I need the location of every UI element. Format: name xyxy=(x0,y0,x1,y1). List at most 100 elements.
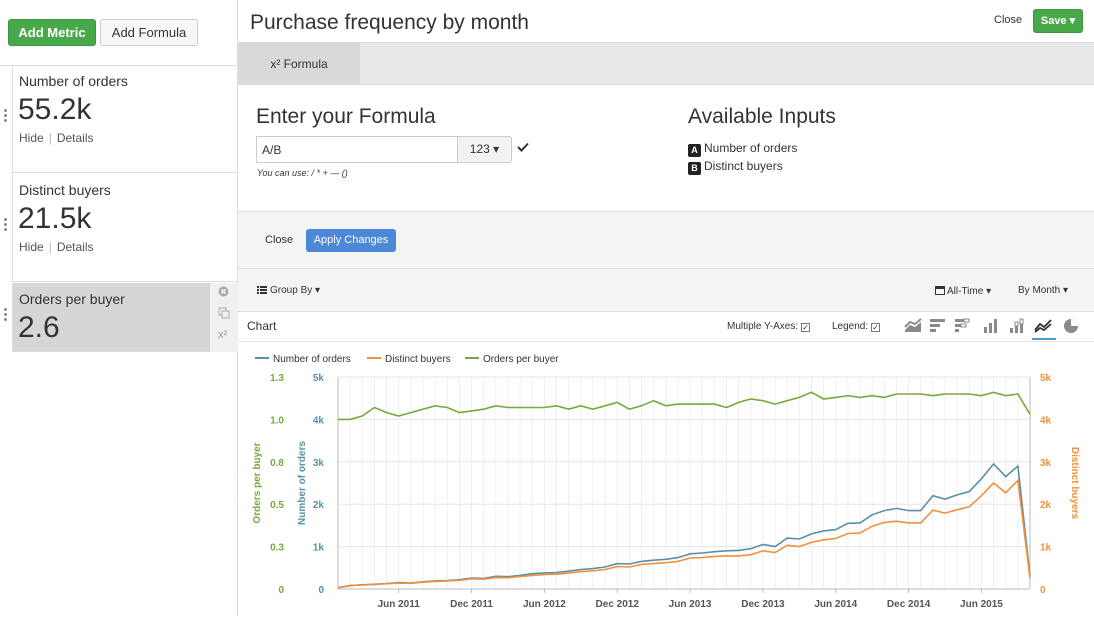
inputs-list: A Number of orders B Distinct buyers xyxy=(688,139,797,175)
legend: Number of orders Distinct buyers Orders … xyxy=(255,354,559,365)
separator: | xyxy=(48,131,52,145)
orders-tick-label: 2k xyxy=(313,500,325,511)
orders-tick-label: 5k xyxy=(313,373,325,384)
metric-value: 21.5k xyxy=(18,202,92,235)
legend-label-orders: Number of orders xyxy=(273,354,351,365)
formula-close-button[interactable]: Close xyxy=(265,234,294,246)
hide-link[interactable]: Hide xyxy=(19,240,44,254)
drag-handle-icon[interactable] xyxy=(4,308,7,323)
pie-chart-icon[interactable] xyxy=(1062,318,1080,334)
formula-actions: x² xyxy=(210,283,238,352)
legend-label-ratio: Orders per buyer xyxy=(483,354,559,365)
x-tick-label: Jun 2014 xyxy=(814,599,857,610)
metric-card-orders[interactable]: Number of orders 55.2k Hide | Details xyxy=(12,65,238,173)
drag-handle-icon[interactable] xyxy=(4,109,7,124)
chart-controls: Group By ▾ All-Time ▾ By Month ▾ xyxy=(238,269,1094,311)
x-tick-label: Jun 2011 xyxy=(378,599,421,610)
input-label: Number of orders xyxy=(704,141,798,155)
multiple-y-axes-label: Multiple Y-Axes: xyxy=(727,321,799,332)
ratio-series-line xyxy=(338,391,1031,421)
orders-axis-title: Number of orders xyxy=(297,441,308,525)
remove-icon[interactable] xyxy=(218,286,229,300)
orders-tick-label: 0 xyxy=(318,585,324,596)
buyers-tick-label: 3k xyxy=(1040,458,1052,469)
ratio-tick-label: 1.0 xyxy=(270,415,284,426)
metric-links: Hide | Details xyxy=(19,240,94,254)
metric-card-buyers[interactable]: Distinct buyers 21.5k Hide | Details xyxy=(12,174,238,282)
x-tick-label: Jun 2013 xyxy=(669,599,712,610)
formula-editor: Enter your Formula 123 ▾ You can use: / … xyxy=(238,85,1094,211)
multiple-y-axes-checkbox[interactable]: ✓ xyxy=(801,323,811,332)
apply-changes-button[interactable]: Apply Changes xyxy=(306,229,396,252)
drag-handle-icon[interactable] xyxy=(4,218,7,233)
group-by-dropdown[interactable]: Group By ▾ xyxy=(257,285,320,296)
interval-dropdown[interactable]: By Month ▾ xyxy=(1018,285,1069,296)
date-range-dropdown[interactable]: All-Time ▾ xyxy=(935,285,991,297)
metrics-sidebar: Add Metric Add Formula Number of orders … xyxy=(0,0,238,616)
hide-link[interactable]: Hide xyxy=(19,131,44,145)
input-label: Distinct buyers xyxy=(704,159,783,173)
buyers-tick-label: 5k xyxy=(1040,373,1052,384)
area-chart-icon[interactable] xyxy=(904,318,922,334)
column-chart-icon[interactable] xyxy=(982,318,1000,334)
add-formula-button[interactable]: Add Formula xyxy=(100,19,198,46)
buyers-series-line xyxy=(337,478,1031,589)
calendar-icon xyxy=(935,286,945,295)
legend-label-buyers: Distinct buyers xyxy=(385,354,451,365)
orders-tick-label: 1k xyxy=(313,543,325,554)
input-item: A Number of orders xyxy=(688,139,797,157)
chart-label: Chart xyxy=(247,319,277,333)
stacked-bar-icon[interactable] xyxy=(954,318,972,334)
ratio-tick-label: 0.3 xyxy=(270,543,284,554)
number-format-dropdown[interactable]: 123 ▾ xyxy=(457,136,512,163)
line-chart: Number of orders Distinct buyers Orders … xyxy=(252,354,1080,610)
formula-heading: Enter your Formula xyxy=(256,105,436,128)
ratio-axis-title: Orders per buyer xyxy=(252,442,263,523)
details-link[interactable]: Details xyxy=(56,240,94,254)
ratio-tick-label: 1.3 xyxy=(270,373,284,384)
orders-series-line xyxy=(337,462,1031,589)
input-letter: B xyxy=(688,162,701,175)
x-tick-label: Dec 2011 xyxy=(450,599,493,610)
separator: | xyxy=(48,240,52,254)
metric-name: Distinct buyers xyxy=(19,182,111,198)
input-letter: A xyxy=(688,144,701,157)
add-metric-button[interactable]: Add Metric xyxy=(8,19,96,46)
chart-header: Chart Multiple Y-Axes: ✓ Legend: ✓ xyxy=(238,312,1094,342)
orders-tick-label: 4k xyxy=(313,415,325,426)
formula-icon[interactable]: x² xyxy=(218,329,228,341)
divider xyxy=(0,65,238,66)
details-link[interactable]: Details xyxy=(56,131,94,145)
ratio-tick-label: 0.5 xyxy=(270,500,284,511)
metric-value: 55.2k xyxy=(18,93,92,126)
input-item: B Distinct buyers xyxy=(688,157,797,175)
line-chart-icon[interactable] xyxy=(1034,318,1052,334)
metric-card-orders-per-buyer[interactable]: Orders per buyer 2.6 xyxy=(12,283,210,352)
chart-lines xyxy=(337,391,1031,589)
main-panel: Purchase frequency by month Close Save ▾… xyxy=(238,0,1094,616)
stacked-column-icon[interactable] xyxy=(1008,318,1026,334)
close-link[interactable]: Close xyxy=(994,14,1023,26)
x-tick-label: Dec 2013 xyxy=(741,599,785,610)
orders-tick-label: 3k xyxy=(313,458,325,469)
formula-input[interactable] xyxy=(256,136,458,163)
tab-formula[interactable]: x² Formula xyxy=(238,43,360,85)
copy-icon[interactable] xyxy=(218,307,230,322)
buyers-tick-label: 4k xyxy=(1040,415,1052,426)
legend-option[interactable]: Legend: ✓ xyxy=(832,321,881,332)
buyers-tick-label: 2k xyxy=(1040,500,1052,511)
legend-checkbox[interactable]: ✓ xyxy=(871,323,881,332)
ratio-tick-label: 0 xyxy=(278,585,284,596)
group-by-label: Group By ▾ xyxy=(270,285,321,296)
check-icon[interactable] xyxy=(517,140,529,155)
buyers-tick-label: 0 xyxy=(1040,585,1046,596)
x-tick-label: Dec 2012 xyxy=(596,599,640,610)
date-range-label: All-Time ▾ xyxy=(947,286,992,297)
legend-label: Legend: xyxy=(832,321,869,332)
multiple-y-axes-option[interactable]: Multiple Y-Axes: ✓ xyxy=(727,321,811,332)
bar-horizontal-icon[interactable] xyxy=(929,318,947,334)
chart-panel: Chart Multiple Y-Axes: ✓ Legend: ✓ Number … xyxy=(238,311,1094,616)
metric-links: Hide | Details xyxy=(19,131,94,145)
save-button[interactable]: Save ▾ xyxy=(1033,9,1083,33)
tab-bar: x² Formula xyxy=(238,42,1094,85)
